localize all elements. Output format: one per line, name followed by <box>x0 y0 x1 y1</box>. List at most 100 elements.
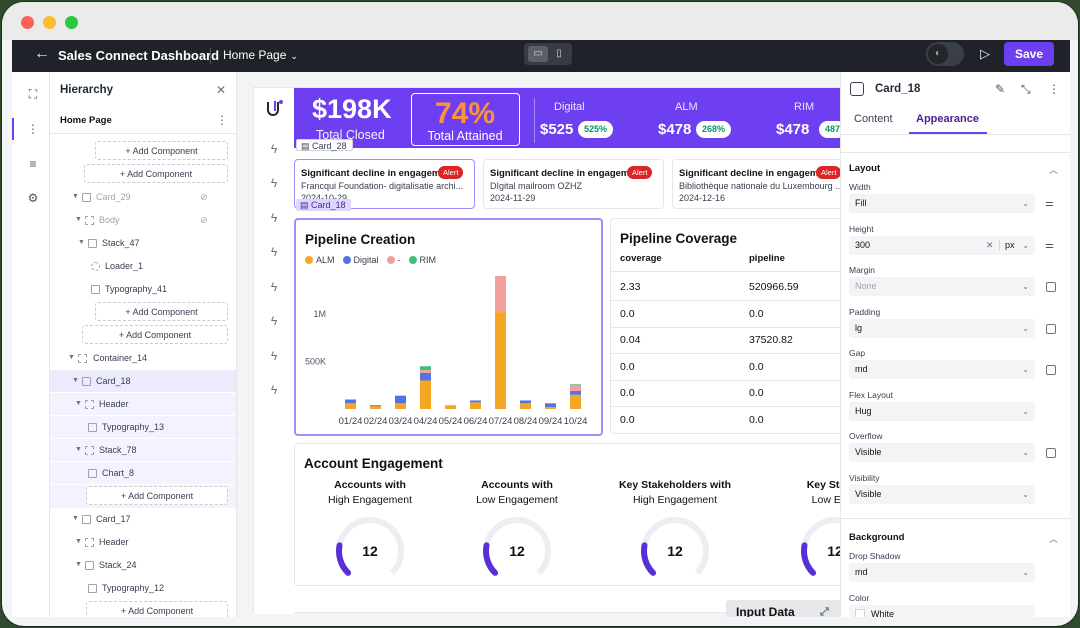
bar-segment[interactable] <box>570 394 581 409</box>
tree-item-chart-8[interactable]: Chart_8 <box>50 462 236 484</box>
overflow-select[interactable]: Visible ⌄ <box>849 443 1035 462</box>
flex-layout-select[interactable]: Hug ⌄ <box>849 402 1035 421</box>
bolt-icon[interactable]: ϟ <box>270 280 278 294</box>
minimize-window-button[interactable] <box>43 16 56 29</box>
bar-segment[interactable] <box>370 406 381 409</box>
caret-down-icon[interactable]: ▼ <box>78 239 85 246</box>
caret-down-icon[interactable]: ▼ <box>75 446 82 453</box>
bar-segment[interactable] <box>570 385 581 391</box>
legend-item[interactable]: - <box>386 255 401 265</box>
bar-segment[interactable] <box>470 402 481 409</box>
alert-card[interactable]: Significant decline in engagem... Alert … <box>672 159 840 209</box>
edit-pencil-icon[interactable]: ✎ <box>995 82 1006 96</box>
collapse-icon[interactable]: ⤡ <box>1021 82 1031 96</box>
padding-checkbox[interactable] <box>1046 324 1056 334</box>
maximize-window-button[interactable] <box>65 16 78 29</box>
caret-down-icon[interactable]: ▼ <box>75 216 82 223</box>
tree-item-stack-47[interactable]: ▼ Stack_47 <box>50 232 236 254</box>
frame-icon[interactable]: ⛶ <box>28 87 38 101</box>
close-window-button[interactable] <box>21 16 34 29</box>
settings-gear-icon[interactable]: ⚙ <box>27 191 39 205</box>
caret-down-icon[interactable]: ▼ <box>72 193 79 200</box>
save-button[interactable]: Save <box>1004 42 1054 66</box>
bar-segment[interactable] <box>420 370 431 373</box>
legend-item[interactable]: RIM <box>408 255 436 265</box>
back-arrow-icon[interactable]: ← <box>34 45 50 62</box>
card-18-tag[interactable]: ▤ Card_18 <box>296 199 351 211</box>
more-vertical-icon[interactable]: ⋮ <box>1048 82 1060 96</box>
add-component-button[interactable]: + Add Component <box>86 601 228 617</box>
caret-down-icon[interactable]: ▼ <box>75 561 82 568</box>
pipeline-creation-card[interactable]: Pipeline Creation ALM Digital - RIM 500K 1M 0… <box>294 218 603 436</box>
play-icon[interactable]: ▷ <box>980 46 990 61</box>
expand-icon[interactable]: ⤢ <box>820 606 829 617</box>
bar-segment[interactable] <box>420 380 431 410</box>
more-vertical-icon[interactable]: ⋮ <box>216 113 228 127</box>
chevron-up-icon[interactable]: ︿ <box>1049 534 1059 544</box>
tree-item-body[interactable]: ▼ Body ⊘ <box>50 209 236 231</box>
desktop-view-icon[interactable]: ▭ <box>528 46 548 62</box>
bar-segment[interactable] <box>345 403 356 409</box>
tree-item-card-17[interactable]: ▼ Card_17 <box>50 508 236 530</box>
drop-shadow-select[interactable]: md ⌄ <box>849 563 1035 582</box>
tree-item-header[interactable]: ▼ Header <box>50 393 236 415</box>
bar-segment[interactable] <box>420 366 431 371</box>
bar-segment[interactable] <box>345 399 356 404</box>
bar-segment[interactable] <box>445 405 456 409</box>
margin-checkbox[interactable] <box>1046 282 1056 292</box>
eye-off-icon[interactable]: ⊘ <box>200 215 208 225</box>
bolt-icon[interactable]: ϟ <box>270 314 278 328</box>
gap-select[interactable]: md ⌄ <box>849 360 1035 379</box>
database-icon[interactable]: ≡ <box>29 157 37 171</box>
sliders-icon[interactable]: ⚌ <box>1045 240 1054 251</box>
gap-checkbox[interactable] <box>1046 365 1056 375</box>
bar-segment[interactable] <box>470 400 481 403</box>
bar-segment[interactable] <box>545 403 556 408</box>
tree-item-container-14[interactable]: ▼ Container_14 <box>50 347 236 369</box>
bar-segment[interactable] <box>495 312 506 409</box>
caret-down-icon[interactable]: ▼ <box>68 354 75 361</box>
width-select[interactable]: Fill ⌄ <box>849 194 1035 213</box>
tree-item-header[interactable]: ▼ Header <box>50 531 236 553</box>
bar-segment[interactable] <box>570 390 581 395</box>
tree-item-card-29[interactable]: ▼ Card_29 ⊘ <box>50 186 236 208</box>
add-component-button[interactable]: + Add Component <box>84 164 228 183</box>
bolt-icon[interactable]: ϟ <box>270 383 278 397</box>
add-component-button[interactable]: + Add Component <box>86 486 228 505</box>
tab-appearance[interactable]: Appearance <box>916 113 979 125</box>
bolt-icon[interactable]: ϟ <box>270 245 278 259</box>
visibility-select[interactable]: Visible ⌄ <box>849 485 1035 504</box>
height-input[interactable]: 300 ✕ px ⌄ <box>849 236 1035 255</box>
bar-segment[interactable] <box>520 403 531 409</box>
tree-item-stack-78[interactable]: ▼ Stack_78 <box>50 439 236 461</box>
bar-segment[interactable] <box>520 400 531 404</box>
legend-item[interactable]: Digital <box>342 255 379 265</box>
add-component-button[interactable]: + Add Component <box>82 325 228 344</box>
hierarchy-icon[interactable]: ⋮ <box>27 122 39 136</box>
bar-segment[interactable] <box>495 276 506 313</box>
caret-down-icon[interactable]: ▼ <box>75 400 82 407</box>
alert-card[interactable]: Significant decline in engagem... Alert … <box>483 159 664 209</box>
overflow-checkbox[interactable] <box>1046 448 1056 458</box>
page-selector[interactable]: Home Page ⌄ <box>223 48 298 62</box>
padding-select[interactable]: lg ⌄ <box>849 319 1035 338</box>
tree-item-typography-13[interactable]: Typography_13 <box>50 416 236 438</box>
bolt-icon[interactable]: ϟ <box>270 176 278 190</box>
tree-item-stack-24[interactable]: ▼ Stack_24 <box>50 554 236 576</box>
bolt-icon[interactable]: ϟ <box>270 211 278 225</box>
tree-item-typography-12[interactable]: Typography_12 <box>50 577 236 599</box>
card-28-tag[interactable]: ▤ Card_28 <box>296 139 353 151</box>
margin-select[interactable]: None ⌄ <box>849 277 1035 296</box>
bolt-icon[interactable]: ϟ <box>270 349 278 363</box>
color-select[interactable]: White <box>849 605 1035 617</box>
bar-segment[interactable] <box>420 372 431 381</box>
legend-item[interactable]: ALM <box>305 255 335 265</box>
tree-item-card-18[interactable]: ▼ Card_18 <box>50 370 236 392</box>
clear-icon[interactable]: ✕ <box>986 240 994 250</box>
close-icon[interactable]: ✕ <box>216 83 227 97</box>
bar-segment[interactable] <box>545 407 556 409</box>
bar-segment[interactable] <box>370 405 381 407</box>
tab-content[interactable]: Content <box>854 113 893 125</box>
unit-select[interactable]: px <box>1005 240 1015 250</box>
add-component-button[interactable]: + Add Component <box>95 302 228 321</box>
